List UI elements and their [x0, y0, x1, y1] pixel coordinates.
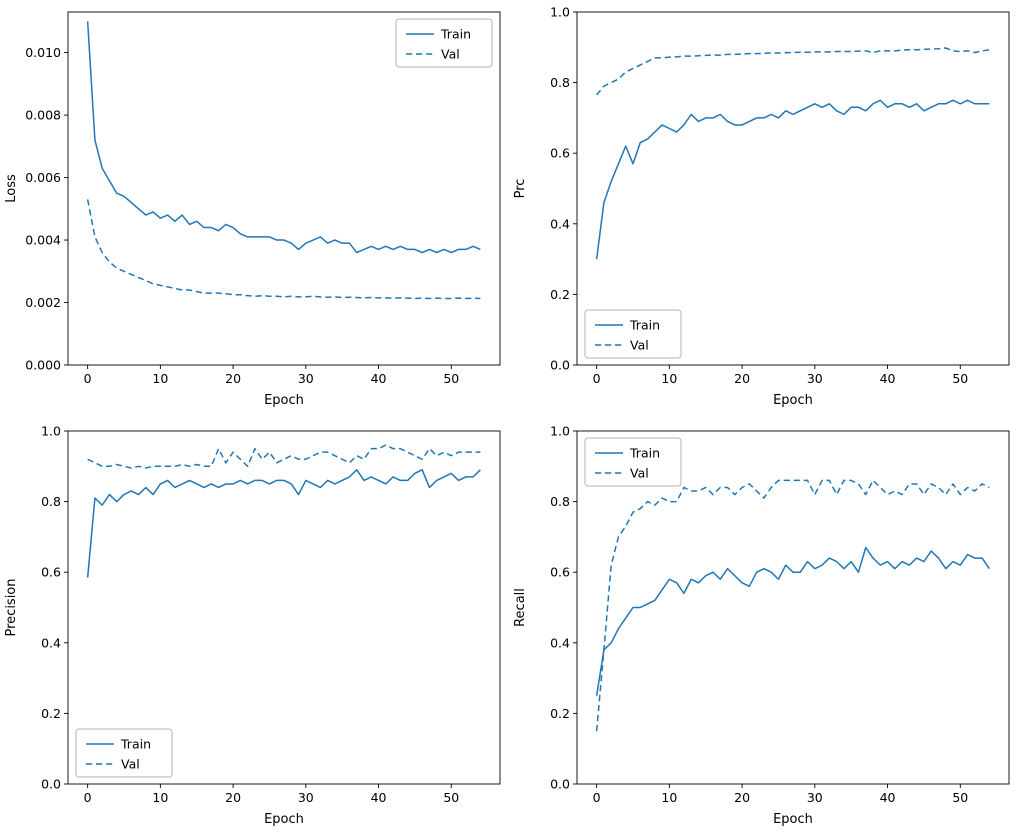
recall-legend-box	[584, 437, 682, 487]
precision-chart-svg: 0 10 20 30 40 50 0.0 0.2 0.4 0.6 0.8 1.0 Epoch Precis…	[4, 424, 501, 827]
y-tick-label: 0.4	[550, 216, 570, 231]
prc-legend-box	[584, 309, 682, 359]
y-tick-label: 0.6	[550, 146, 570, 161]
x-tick-label: 30	[807, 790, 823, 805]
y-tick-label: 1.0	[550, 5, 570, 20]
precision-legend-box	[75, 728, 173, 778]
y-tick-label: 0.0	[550, 358, 570, 373]
y-tick-label: 0.002	[25, 295, 61, 310]
y-tick-label: 0.0	[41, 777, 61, 792]
x-tick-label: 0	[84, 790, 92, 805]
loss-legend-val-label: Val	[441, 47, 460, 62]
x-tick-label: 40	[880, 371, 896, 386]
x-tick-label: 50	[443, 371, 459, 386]
y-tick-label: 1.0	[550, 424, 570, 439]
x-tick-label: 20	[225, 371, 241, 386]
x-tick-label: 20	[734, 371, 750, 386]
precision-legend: Train Val	[75, 728, 173, 778]
loss-legend-box	[395, 18, 493, 68]
x-tick-label: 10	[152, 790, 168, 805]
x-tick-label: 50	[443, 790, 459, 805]
x-tick-label: 10	[661, 790, 677, 805]
precision-xaxis-label: Epoch	[264, 812, 304, 827]
loss-legend: Train Val	[395, 18, 493, 68]
x-tick-label: 0	[84, 371, 92, 386]
loss-chart-svg: 0 10 20 30 40 50 0.000 0.002 0.004 0.006 0.008 0.01…	[4, 11, 501, 408]
x-tick-label: 30	[298, 790, 314, 805]
y-tick-label: 1.0	[41, 424, 61, 439]
precision-train-line	[86, 469, 481, 578]
y-tick-label: 0.8	[41, 494, 61, 509]
precision-chart: 0 10 20 30 40 50 0.0 0.2 0.4 0.6 0.8 1.0 Epoch Precis…	[0, 419, 509, 838]
x-tick-label: 0	[593, 790, 601, 805]
y-tick-label: 0.8	[550, 494, 570, 509]
prc-legend-train-label: Train	[629, 318, 660, 333]
x-tick-label: 10	[152, 371, 168, 386]
prc-legend: Train Val	[584, 309, 682, 359]
prc-xaxis-label: Epoch	[773, 393, 813, 408]
x-tick-label: 40	[371, 371, 387, 386]
x-tick-label: 50	[952, 790, 968, 805]
y-tick-label: 0.010	[25, 45, 61, 60]
y-tick-label: 0.2	[41, 706, 61, 721]
x-tick-label: 40	[371, 790, 387, 805]
loss-xaxis-label: Epoch	[264, 393, 304, 408]
y-tick-label: 0.004	[25, 233, 61, 248]
prc-yaxis-label: Prc	[513, 179, 528, 199]
y-tick-label: 0.000	[25, 358, 61, 373]
prc-chart-svg: 0 10 20 30 40 50 0.0 0.2 0.4 0.6 0.8 1.0 Epoch Prc Tra…	[513, 5, 1010, 408]
recall-legend-train-label: Train	[629, 446, 660, 461]
x-tick-label: 30	[298, 371, 314, 386]
recall-train-line	[595, 546, 990, 696]
y-tick-label: 0.008	[25, 108, 61, 123]
recall-chart: 0 10 20 30 40 50 0.0 0.2 0.4 0.6 0.8 1.0 Epoch Recall…	[509, 419, 1018, 838]
y-tick-label: 0.6	[41, 565, 61, 580]
loss-chart: 0 10 20 30 40 50 0.000 0.002 0.004 0.006 0.008 0.01…	[0, 0, 509, 419]
recall-xaxis-label: Epoch	[773, 812, 813, 827]
y-tick-label: 0.0	[550, 777, 570, 792]
loss-train-line	[86, 21, 481, 254]
precision-plot-border	[67, 430, 501, 785]
x-tick-label: 30	[807, 371, 823, 386]
y-tick-label: 0.8	[550, 75, 570, 90]
x-tick-label: 20	[225, 790, 241, 805]
prc-train-line	[595, 99, 990, 260]
precision-legend-train-label: Train	[120, 737, 151, 752]
y-tick-label: 0.4	[550, 635, 570, 650]
recall-legend: Train Val	[584, 437, 682, 487]
y-tick-label: 0.2	[550, 706, 570, 721]
y-tick-label: 0.4	[41, 635, 61, 650]
precision-legend-val-label: Val	[121, 757, 140, 772]
loss-yaxis-label: Loss	[4, 174, 19, 203]
recall-yaxis-label: Recall	[513, 588, 528, 627]
recall-plot-border	[576, 430, 1010, 785]
prc-chart: 0 10 20 30 40 50 0.0 0.2 0.4 0.6 0.8 1.0 Epoch Prc Tra…	[509, 0, 1018, 419]
x-tick-label: 40	[880, 790, 896, 805]
recall-legend-val-label: Val	[630, 466, 649, 481]
x-tick-label: 50	[952, 371, 968, 386]
x-tick-label: 10	[661, 371, 677, 386]
loss-legend-train-label: Train	[440, 27, 471, 42]
loss-plot-border	[67, 11, 501, 366]
x-tick-label: 0	[593, 371, 601, 386]
x-tick-label: 20	[734, 790, 750, 805]
y-tick-label: 0.2	[550, 287, 570, 302]
recall-chart-svg: 0 10 20 30 40 50 0.0 0.2 0.4 0.6 0.8 1.0 Epoch Recall…	[513, 424, 1010, 827]
y-tick-label: 0.6	[550, 565, 570, 580]
prc-legend-val-label: Val	[630, 338, 649, 353]
y-tick-label: 0.006	[25, 170, 61, 185]
precision-yaxis-label: Precision	[4, 578, 19, 636]
prc-plot-border	[576, 11, 1010, 366]
recall-val-line	[595, 479, 990, 732]
